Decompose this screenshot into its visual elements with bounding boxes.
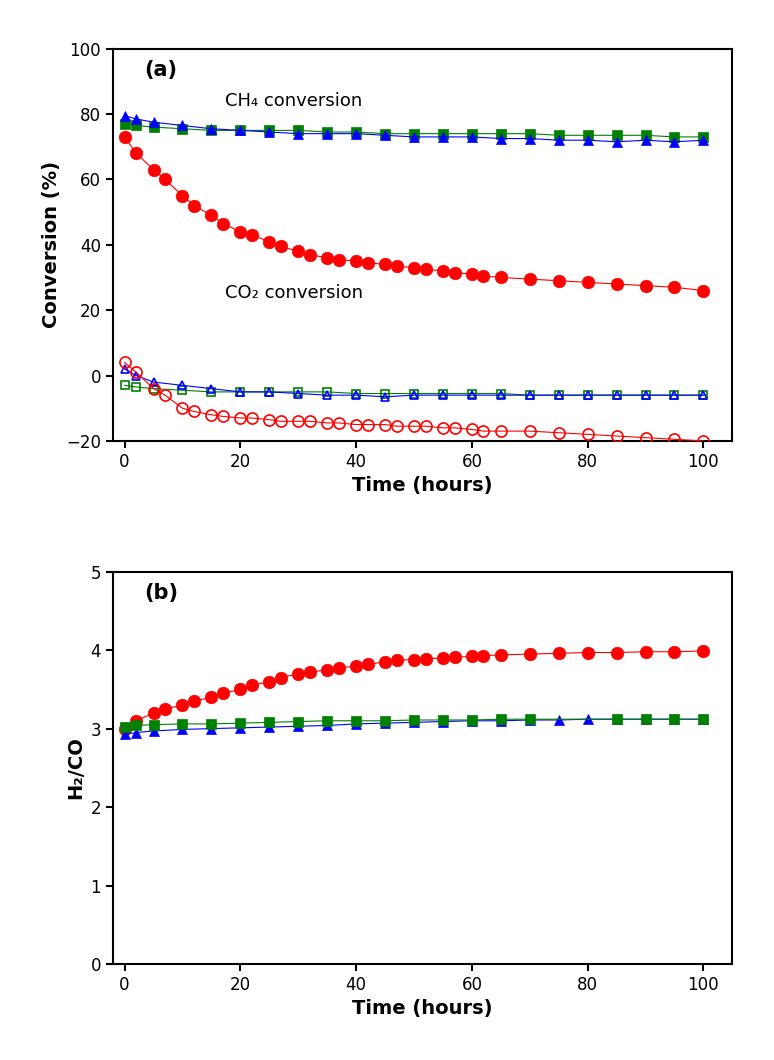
X-axis label: Time (hours): Time (hours) xyxy=(352,1000,493,1019)
Text: (a): (a) xyxy=(144,60,177,81)
X-axis label: Time (hours): Time (hours) xyxy=(352,476,493,495)
Y-axis label: H₂/CO: H₂/CO xyxy=(66,737,85,799)
Text: CO₂ conversion: CO₂ conversion xyxy=(224,284,362,302)
Y-axis label: Conversion (%): Conversion (%) xyxy=(42,161,60,329)
Text: (b): (b) xyxy=(144,583,178,603)
Text: CH₄ conversion: CH₄ conversion xyxy=(224,92,361,110)
